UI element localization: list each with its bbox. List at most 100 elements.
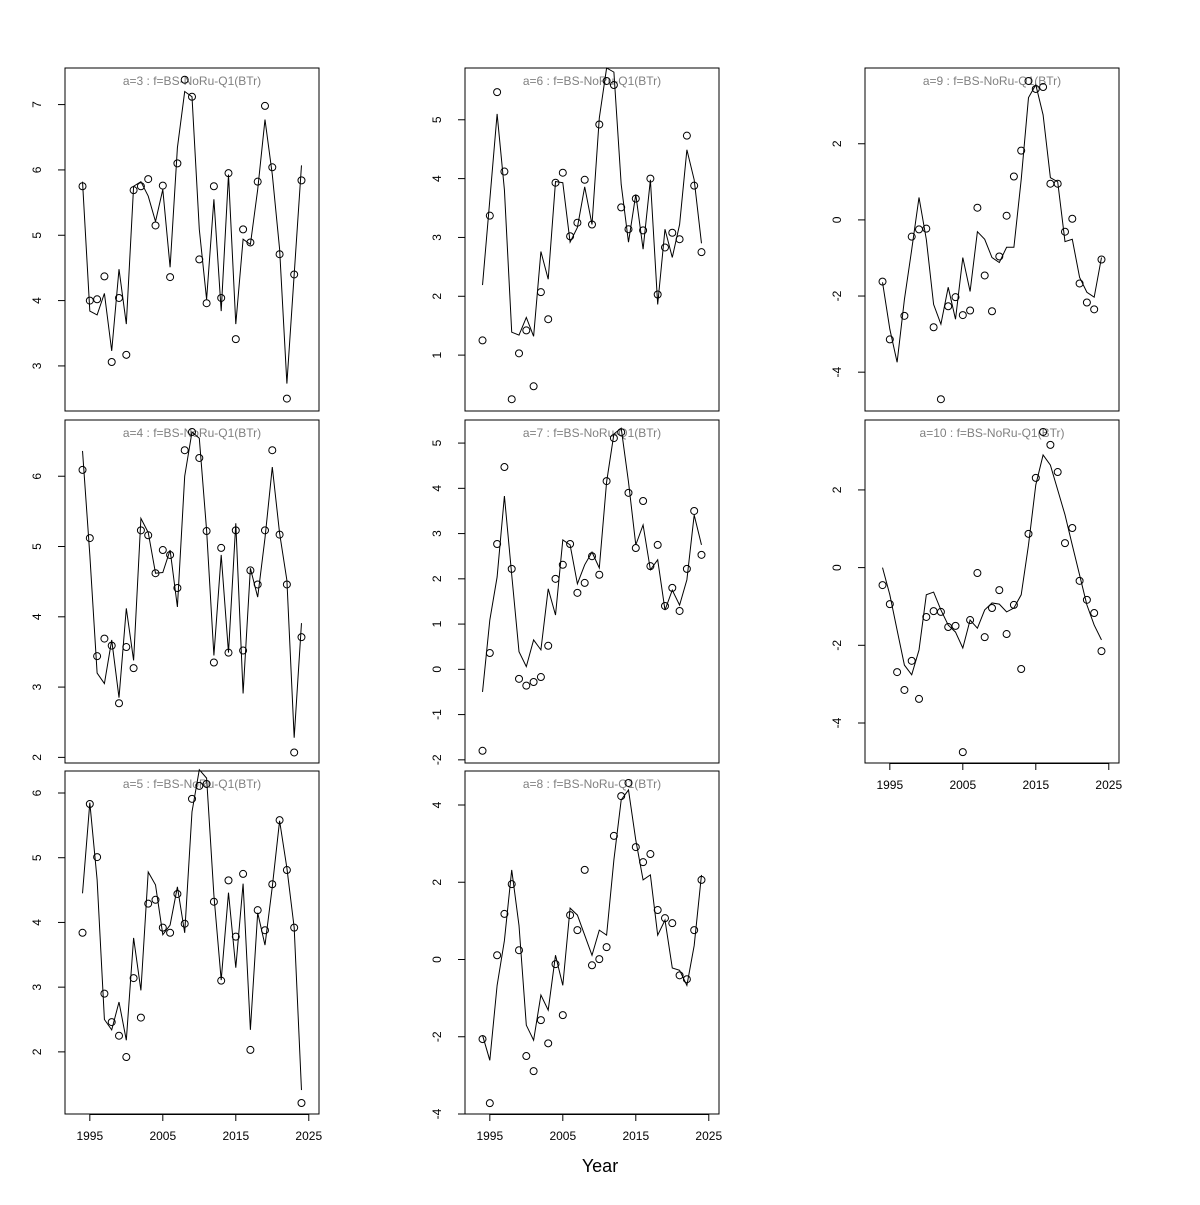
data-point [595, 955, 604, 964]
data-point [268, 163, 277, 172]
y-tick-label: 4 [430, 485, 444, 492]
y-tick-label: 3 [30, 983, 44, 990]
data-point [290, 748, 299, 757]
data-point [239, 646, 248, 655]
data-point [93, 652, 102, 661]
data-point [515, 674, 524, 683]
y-tick-label: 6 [30, 166, 44, 173]
data-point [202, 299, 211, 308]
y-tick-label: 6 [30, 789, 44, 796]
data-point [1053, 468, 1062, 477]
data-point [1090, 609, 1099, 618]
data-point [173, 889, 182, 898]
data-point [529, 678, 538, 687]
panel-title: a=5 : f=BS-NoRu-Q1(BTr) [123, 777, 261, 791]
plot-frame [64, 67, 320, 412]
fitted-line [82, 430, 302, 738]
x-tick-label: 2015 [1022, 778, 1049, 792]
data-point [551, 574, 560, 583]
data-point [297, 176, 306, 185]
data-point [173, 159, 182, 168]
y-tick-label: 5 [430, 116, 444, 123]
y-tick-label: 2 [430, 879, 444, 886]
data-point [624, 488, 633, 497]
fitted-line [482, 788, 702, 1061]
data-point [1046, 179, 1055, 188]
plot-frame [464, 67, 720, 412]
x-tick-label: 1995 [76, 1129, 103, 1143]
plot-frame [64, 419, 320, 764]
data-point [1097, 255, 1106, 264]
data-point [100, 272, 109, 281]
data-point [253, 177, 262, 186]
data-point [493, 88, 502, 97]
data-point [209, 182, 218, 191]
fitted-line [882, 453, 1102, 676]
data-point [573, 588, 582, 597]
x-tick-label: 2005 [949, 778, 976, 792]
y-tick-label: 3 [30, 362, 44, 369]
data-point [1090, 305, 1099, 314]
data-point [529, 1067, 538, 1076]
data-point [1002, 211, 1011, 220]
data-point [246, 1045, 255, 1054]
x-tick-label: 1995 [476, 1129, 503, 1143]
data-point [151, 221, 160, 230]
data-point [529, 382, 538, 391]
data-point [195, 781, 204, 790]
data-point [1053, 179, 1062, 188]
data-point [507, 395, 516, 404]
data-point [682, 131, 691, 140]
data-point [1082, 595, 1091, 604]
data-point [493, 539, 502, 548]
y-tick-label: 1 [430, 620, 444, 627]
data-point [966, 616, 975, 625]
fitted-line [882, 83, 1102, 363]
y-tick-label: 2 [430, 575, 444, 582]
data-point [639, 226, 648, 235]
data-point [544, 641, 553, 650]
data-point [1075, 576, 1084, 585]
y-tick-label: -1 [430, 709, 444, 720]
data-point [1082, 298, 1091, 307]
data-point [907, 232, 916, 241]
data-point [522, 1052, 531, 1061]
data-point [885, 335, 894, 344]
data-point [485, 211, 494, 220]
y-tick-label: 2 [30, 754, 44, 761]
data-point [129, 664, 138, 673]
data-point [980, 271, 989, 280]
data-point [558, 560, 567, 569]
data-point [1060, 227, 1069, 236]
y-tick-label: -2 [830, 290, 844, 301]
data-point [188, 427, 196, 436]
plot-frame [464, 770, 720, 1115]
fitted-line [82, 768, 302, 1091]
panel-title: a=8 : f=BS-NoRu-Q1(BTr) [523, 777, 661, 791]
y-tick-label: 4 [430, 175, 444, 182]
data-point [1002, 630, 1011, 639]
data-point [617, 203, 626, 212]
x-tick-label: 1995 [876, 778, 903, 792]
data-point [951, 621, 960, 630]
data-point [500, 909, 509, 918]
data-point [93, 853, 102, 862]
data-point [922, 224, 931, 233]
data-point [609, 831, 618, 840]
data-point [915, 694, 924, 703]
data-point [195, 453, 204, 462]
data-point [78, 928, 87, 937]
data-point [893, 668, 902, 677]
data-point [144, 175, 153, 184]
data-point [507, 880, 516, 889]
data-point [558, 1011, 567, 1020]
data-point [166, 273, 175, 282]
data-point [85, 534, 94, 543]
data-point [78, 465, 87, 474]
data-point [522, 326, 531, 335]
data-point [100, 989, 109, 998]
data-point [588, 961, 596, 970]
panel-title: a=6 : f=BS-NoRu-Q1(BTr) [523, 74, 661, 88]
data-point [188, 794, 196, 803]
fitted-line [482, 427, 702, 693]
